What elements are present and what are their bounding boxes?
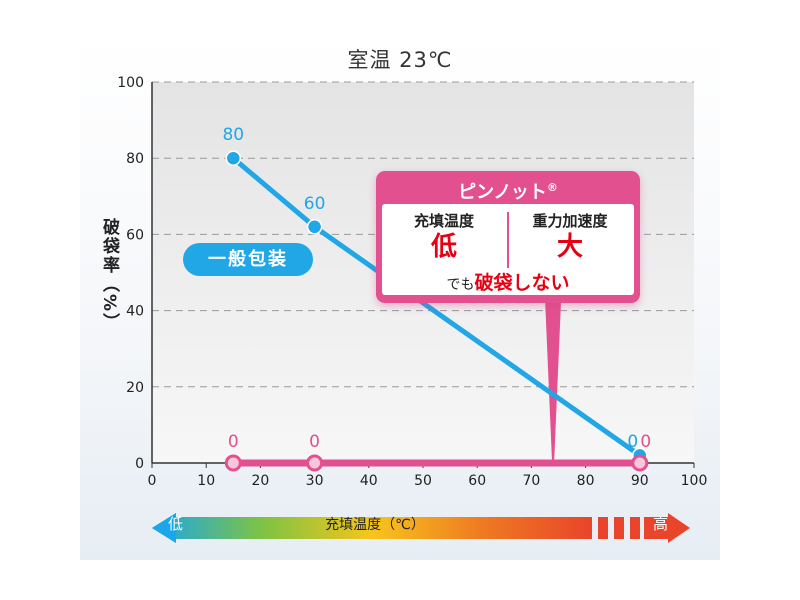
x-tick-label-100: 100 — [681, 473, 708, 489]
callout-right-title: 重力加速度 — [532, 212, 608, 230]
callout-header: ピンノット® — [376, 171, 640, 203]
callout-tagline-strong: 破袋しない — [474, 272, 570, 294]
arrow-low-label: 低 — [168, 515, 184, 533]
callout-right-value: 大 — [556, 232, 583, 262]
chart-title: 室温 23℃ — [347, 48, 453, 72]
temperature-arrow-dash-0 — [598, 517, 608, 539]
x-tick-label-90: 90 — [631, 473, 649, 489]
y-tick-label-40: 40 — [126, 304, 144, 320]
x-tick-label-50: 50 — [414, 473, 432, 489]
x-tick-label-10: 10 — [197, 473, 215, 489]
x-tick-label-30: 30 — [306, 473, 324, 489]
series-1-data-label-1: 0 — [309, 432, 320, 452]
series-0-data-label-1: 60 — [304, 194, 326, 214]
y-axis-label: 破袋率（%） — [99, 218, 119, 333]
temperature-arrow-dash-1 — [614, 517, 624, 539]
x-tick-label-0: 0 — [148, 473, 157, 489]
x-tick-label-70: 70 — [522, 473, 540, 489]
callout-brand: ピンノット — [458, 182, 547, 203]
y-tick-label-100: 100 — [117, 75, 144, 91]
series-0-data-label-0: 80 — [222, 125, 244, 145]
y-tick-label-60: 60 — [126, 227, 144, 243]
y-tick-label-20: 20 — [126, 380, 144, 396]
x-tick-label-80: 80 — [577, 473, 595, 489]
series-0-data-label-2: 0 — [627, 432, 638, 452]
temperature-arrow-label: 充填温度（℃） — [325, 517, 425, 533]
callout-pointer — [545, 300, 562, 463]
registered-mark: ® — [546, 181, 558, 194]
y-tick-label-80: 80 — [126, 151, 144, 167]
series-1-point-2 — [631, 454, 649, 472]
x-tick-label-20: 20 — [251, 473, 269, 489]
series-label-general-packaging: 一般包装 — [183, 243, 313, 276]
series-1-data-label-0: 0 — [228, 432, 239, 452]
callout-col-temperature: 充填温度 低 — [382, 210, 506, 263]
temperature-arrow-dash-2 — [630, 517, 640, 539]
x-tick-label-60: 60 — [468, 473, 486, 489]
x-tick-label-40: 40 — [360, 473, 378, 489]
callout-left-title: 充填温度 — [413, 212, 474, 230]
series-0-point-1 — [306, 219, 323, 235]
series-0-point-0 — [225, 150, 242, 166]
arrow-high-label: 高 — [653, 515, 669, 533]
series-1-point-1 — [306, 454, 324, 472]
temperature-arrow-body — [152, 513, 592, 543]
temperature-arrow-head — [644, 513, 690, 543]
callout-col-gravity: 重力加速度 大 — [508, 210, 632, 263]
y-tick-label-0: 0 — [135, 456, 144, 472]
pinnot-callout: ピンノット® 充填温度 低 重力加速度 大 でも破袋しない — [376, 171, 640, 303]
callout-tagline: でも破袋しない — [382, 268, 634, 295]
temperature-arrow-tail — [152, 513, 176, 543]
series-1-data-label-2: 0 — [640, 432, 651, 452]
callout-tagline-pre: でも — [446, 277, 475, 293]
callout-divider — [507, 212, 509, 268]
callout-body: 充填温度 低 重力加速度 大 でも破袋しない — [382, 204, 634, 295]
series-1-point-0 — [224, 454, 242, 472]
callout-left-value: 低 — [430, 232, 457, 262]
